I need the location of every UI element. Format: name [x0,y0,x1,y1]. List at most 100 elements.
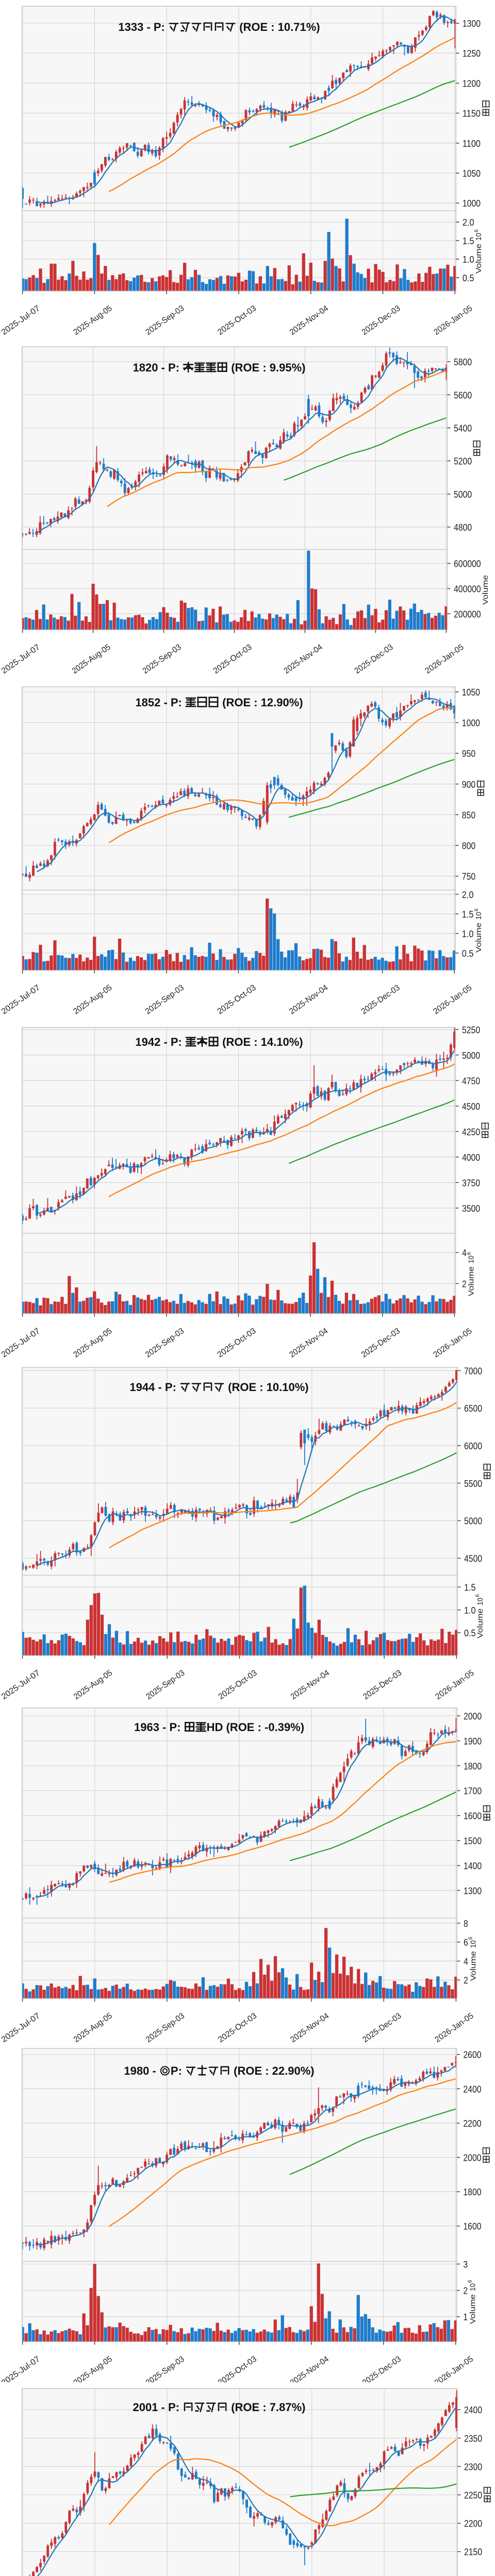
svg-text:2200: 2200 [464,2518,482,2529]
svg-text:200000: 200000 [454,608,481,619]
svg-text:750: 750 [462,871,475,882]
svg-text:2000: 2000 [464,1711,482,1722]
svg-text:(ROE : 14.10%): (ROE : 14.10%) [219,1036,303,1048]
svg-text:1980 -: 1980 - [124,2064,159,2077]
svg-text:2100: 2100 [464,2575,482,2576]
svg-text:5200: 5200 [454,456,472,467]
svg-text:1820 - P:: 1820 - P: [133,361,183,374]
svg-text:10: 10 [467,1256,475,1263]
svg-text:5000: 5000 [454,489,472,500]
svg-text:Volume: Volume [481,575,490,605]
svg-text:(ROE : 9.95%): (ROE : 9.95%) [228,361,305,374]
svg-text:2001 - P:: 2001 - P: [133,2401,183,2414]
svg-text:Volume: Volume [469,2294,477,2324]
svg-text:900: 900 [462,779,475,790]
svg-text:5400: 5400 [454,423,472,434]
svg-text:1300: 1300 [463,18,481,29]
svg-text:6: 6 [467,1937,473,1940]
svg-text:HD (ROE : -0.39%): HD (ROE : -0.39%) [207,1721,304,1734]
svg-text:5250: 5250 [462,1024,480,1035]
svg-text:(ROE : 12.90%): (ROE : 12.90%) [219,696,303,709]
svg-text:1600: 1600 [464,1810,482,1821]
svg-text:2000: 2000 [463,2153,481,2163]
svg-text:1944 - P:: 1944 - P: [129,1381,179,1394]
svg-text:4: 4 [464,1956,468,1967]
svg-text:4: 4 [462,1247,467,1258]
svg-text:3: 3 [463,2259,468,2270]
svg-text:600000: 600000 [454,558,481,569]
svg-text:(ROE : 22.90%): (ROE : 22.90%) [230,2064,315,2077]
svg-text:6: 6 [473,908,480,911]
svg-text:2200: 2200 [463,2118,481,2129]
svg-text:1963 - P:: 1963 - P: [134,1721,184,1734]
svg-text:1150: 1150 [463,108,481,119]
svg-text:1600: 1600 [463,2221,481,2232]
svg-text:6000: 6000 [464,1440,482,1451]
svg-text:10: 10 [476,1598,485,1605]
svg-text:10: 10 [474,233,483,241]
svg-text:4500: 4500 [464,1553,482,1564]
svg-text:1000: 1000 [463,198,481,209]
svg-text:6500: 6500 [464,1403,482,1414]
svg-text:800: 800 [462,840,475,851]
svg-text:1000: 1000 [462,718,480,728]
svg-text:Volume: Volume [476,1608,485,1638]
svg-text:2400: 2400 [464,2404,482,2415]
svg-text:Volume: Volume [474,244,483,274]
svg-text:1.5: 1.5 [463,235,474,246]
svg-text:1852 - P:: 1852 - P: [135,696,185,709]
svg-text:1050: 1050 [463,168,481,179]
svg-text:7000: 7000 [464,1365,482,1376]
svg-text:1400: 1400 [464,1860,482,1871]
svg-text:1942 - P:: 1942 - P: [135,1036,185,1048]
svg-text:1100: 1100 [463,138,481,149]
svg-text:1800: 1800 [464,1760,482,1771]
svg-text:2400: 2400 [463,2083,481,2094]
svg-text:1050: 1050 [462,687,480,698]
svg-text:8: 8 [464,1918,468,1929]
svg-text:1200: 1200 [463,78,481,89]
svg-text:2350: 2350 [464,2433,482,2444]
svg-text:2250: 2250 [464,2490,482,2501]
svg-text:6: 6 [466,1252,472,1255]
svg-text:6: 6 [474,1594,481,1597]
svg-text:1300: 1300 [464,1885,482,1896]
svg-text:1.5: 1.5 [462,909,474,920]
svg-text:2: 2 [464,1975,468,1986]
svg-text:0.5: 0.5 [462,948,474,959]
svg-text:5800: 5800 [454,357,472,367]
svg-text:5500: 5500 [464,1478,482,1489]
svg-text:0.5: 0.5 [463,273,474,283]
svg-text:4750: 4750 [462,1075,480,1086]
svg-text:1250: 1250 [463,48,481,59]
svg-text:1333 - P:: 1333 - P: [118,21,168,33]
svg-text:6: 6 [464,1937,468,1948]
svg-text:Volume: Volume [469,1951,477,1981]
svg-text:4250: 4250 [462,1126,480,1137]
svg-text:2600: 2600 [463,2049,481,2060]
svg-text:10: 10 [469,1940,477,1948]
svg-text:2: 2 [463,2285,468,2296]
svg-text:1.0: 1.0 [462,928,474,939]
svg-text:5000: 5000 [462,1050,480,1061]
svg-text:(ROE : 10.71%): (ROE : 10.71%) [236,21,320,33]
svg-text:5000: 5000 [464,1516,482,1527]
svg-text:Volume: Volume [474,923,483,953]
svg-text:4800: 4800 [454,522,472,533]
svg-text:850: 850 [462,809,475,820]
svg-text:4000: 4000 [462,1152,480,1163]
svg-text:2.0: 2.0 [462,889,474,900]
svg-text:5600: 5600 [454,389,472,400]
svg-text:1700: 1700 [464,1786,482,1797]
svg-text:0.5: 0.5 [464,1628,476,1638]
svg-text:6: 6 [467,2280,473,2283]
svg-text:4500: 4500 [462,1101,480,1112]
svg-text:10: 10 [474,912,483,920]
svg-text:1.0: 1.0 [464,1605,476,1616]
svg-text:Volume: Volume [467,1266,475,1296]
svg-text:2: 2 [462,1278,467,1289]
svg-text:2150: 2150 [464,2547,482,2557]
svg-text:3500: 3500 [462,1203,480,1214]
svg-text:2.0: 2.0 [463,217,474,228]
svg-text:3750: 3750 [462,1177,480,1188]
